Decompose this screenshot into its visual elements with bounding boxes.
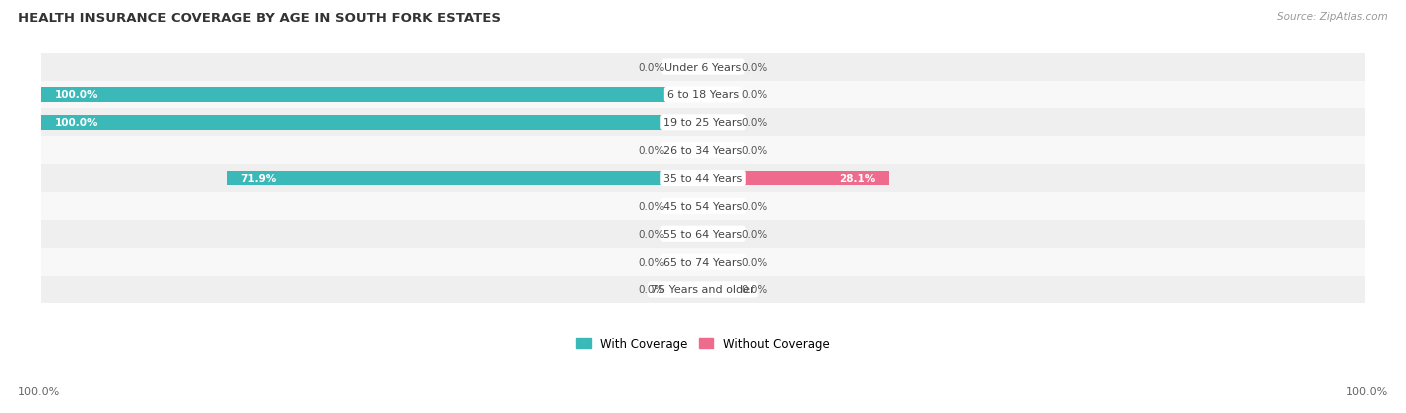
Bar — [669, 199, 703, 214]
Text: 0.0%: 0.0% — [741, 257, 768, 267]
Text: 0.0%: 0.0% — [741, 146, 768, 156]
Bar — [703, 60, 737, 75]
Text: 100.0%: 100.0% — [1346, 387, 1388, 396]
Text: 71.9%: 71.9% — [240, 173, 277, 184]
Text: 0.0%: 0.0% — [638, 202, 665, 211]
Text: 55 to 64 Years: 55 to 64 Years — [664, 229, 742, 239]
Text: 0.0%: 0.0% — [638, 229, 665, 239]
Text: 0.0%: 0.0% — [638, 62, 665, 72]
Text: 0.0%: 0.0% — [638, 285, 665, 295]
Text: 0.0%: 0.0% — [638, 257, 665, 267]
Text: 28.1%: 28.1% — [839, 173, 876, 184]
Bar — [669, 255, 703, 269]
Bar — [703, 144, 737, 158]
Bar — [703, 116, 737, 130]
Text: 0.0%: 0.0% — [741, 118, 768, 128]
Bar — [703, 227, 737, 242]
Text: 75 Years and older: 75 Years and older — [651, 285, 755, 295]
Text: Under 6 Years: Under 6 Years — [665, 62, 741, 72]
Bar — [41, 116, 703, 130]
Text: 45 to 54 Years: 45 to 54 Years — [664, 202, 742, 211]
Bar — [41, 276, 1365, 304]
Bar — [41, 88, 703, 102]
Text: 100.0%: 100.0% — [18, 387, 60, 396]
Text: 0.0%: 0.0% — [741, 285, 768, 295]
Bar — [669, 60, 703, 75]
Bar — [228, 171, 703, 186]
Bar — [669, 144, 703, 158]
Text: 19 to 25 Years: 19 to 25 Years — [664, 118, 742, 128]
Bar — [703, 282, 737, 297]
Bar — [703, 88, 737, 102]
Text: HEALTH INSURANCE COVERAGE BY AGE IN SOUTH FORK ESTATES: HEALTH INSURANCE COVERAGE BY AGE IN SOUT… — [18, 12, 502, 25]
Bar — [703, 255, 737, 269]
Text: 0.0%: 0.0% — [638, 146, 665, 156]
Bar — [41, 109, 1365, 137]
Legend: With Coverage, Without Coverage: With Coverage, Without Coverage — [572, 332, 834, 355]
Text: 0.0%: 0.0% — [741, 229, 768, 239]
Text: 0.0%: 0.0% — [741, 90, 768, 100]
Bar — [41, 248, 1365, 276]
Bar — [669, 227, 703, 242]
Bar — [669, 282, 703, 297]
Bar — [41, 192, 1365, 220]
Bar — [41, 220, 1365, 248]
Bar — [41, 81, 1365, 109]
Bar — [703, 171, 889, 186]
Bar — [41, 165, 1365, 192]
Bar — [41, 54, 1365, 81]
Text: 0.0%: 0.0% — [741, 62, 768, 72]
Text: 100.0%: 100.0% — [55, 90, 98, 100]
Bar — [41, 137, 1365, 165]
Bar — [703, 199, 737, 214]
Text: 6 to 18 Years: 6 to 18 Years — [666, 90, 740, 100]
Text: 0.0%: 0.0% — [741, 202, 768, 211]
Text: 26 to 34 Years: 26 to 34 Years — [664, 146, 742, 156]
Text: 65 to 74 Years: 65 to 74 Years — [664, 257, 742, 267]
Text: Source: ZipAtlas.com: Source: ZipAtlas.com — [1277, 12, 1388, 22]
Text: 100.0%: 100.0% — [55, 118, 98, 128]
Text: 35 to 44 Years: 35 to 44 Years — [664, 173, 742, 184]
